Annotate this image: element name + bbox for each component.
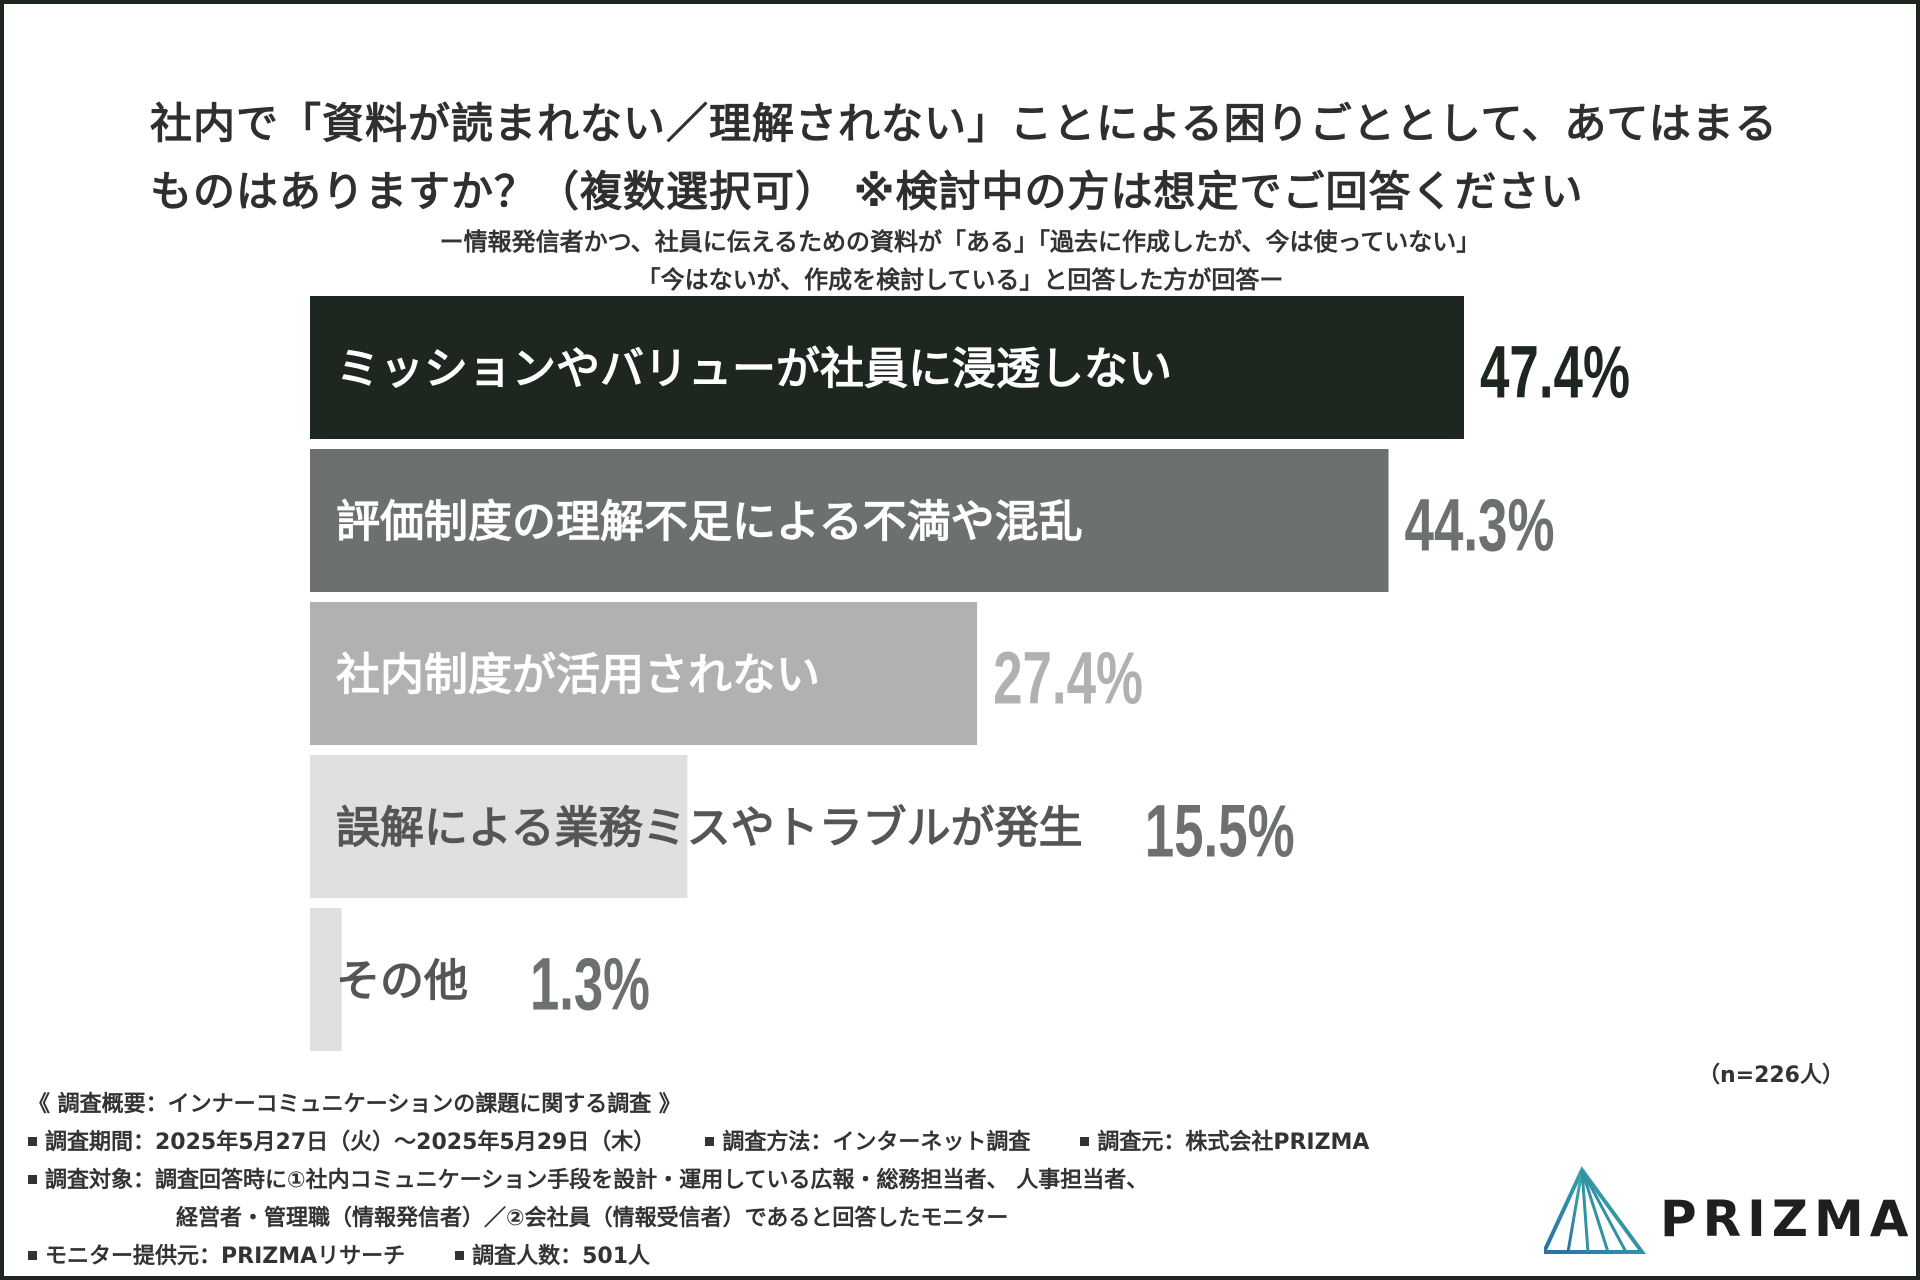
bar-value-4: 15.5% bbox=[1145, 790, 1295, 873]
bar-2 bbox=[310, 449, 1389, 592]
survey-info-row-2: 調査対象：調査回答時に①社内コミュニケーション手段を設計・運用している広報・総務… bbox=[28, 1162, 1148, 1194]
survey-info-row-4: モニター提供元：PRIZMAリサーチ 調査人数：501人 bbox=[28, 1238, 650, 1270]
survey-method: 調査方法：インターネット調査 bbox=[722, 1130, 1031, 1155]
bullet-square-icon bbox=[28, 1250, 37, 1260]
bar-value-1: 47.4% bbox=[1480, 331, 1630, 414]
bullet-square-icon bbox=[705, 1136, 715, 1146]
bar-label-2: 評価制度の理解不足による不満や混乱 bbox=[336, 497, 1083, 548]
bar-label-4: 誤解による業務ミスやトラブルが発生 bbox=[336, 803, 1083, 854]
prizma-logo-text: PRIZMA bbox=[1660, 1190, 1915, 1248]
survey-target-line-1: 調査対象：調査回答時に①社内コミュニケーション手段を設計・運用している広報・総務… bbox=[45, 1168, 1149, 1193]
bar-label-3: 社内制度が活用されない bbox=[336, 650, 820, 701]
monitor-provider: モニター提供元：PRIZMAリサーチ bbox=[45, 1244, 406, 1269]
survey-source: 調査元：株式会社PRIZMA bbox=[1097, 1130, 1370, 1155]
bar-label-1: ミッションやバリューが社員に浸透しない bbox=[336, 344, 1172, 395]
bar-value-5: 1.3% bbox=[530, 943, 650, 1026]
bar-5 bbox=[310, 908, 342, 1051]
chart-title-line-1: 社内で「資料が読まれない／理解されない」ことによる困りごととして、あてはまる bbox=[150, 99, 1778, 148]
prizma-logo-icon bbox=[1544, 1166, 1646, 1254]
respondent-count: 調査人数：501人 bbox=[472, 1244, 651, 1269]
survey-overview-title: 《 調査概要：インナーコミュニケーションの課題に関する調査 》 bbox=[28, 1092, 681, 1117]
bullet-square-icon bbox=[1080, 1136, 1090, 1146]
bar-value-2: 44.3% bbox=[1405, 484, 1555, 567]
bullet-square-icon bbox=[28, 1136, 37, 1146]
bar-4 bbox=[310, 755, 688, 898]
chart-subtitle-line-2: 「今はないが、作成を検討している」と回答した方が回答ー bbox=[636, 266, 1284, 294]
bar-value-3: 27.4% bbox=[993, 637, 1143, 720]
bullet-square-icon bbox=[455, 1250, 465, 1260]
sample-size-note: （n=226人） bbox=[1697, 1063, 1844, 1088]
survey-target-line-2: 経営者・管理職（情報発信者）／②会社員（情報受信者）であると回答したモニター bbox=[176, 1206, 1009, 1231]
survey-info-row-1: 調査期間：2025年5月27日（火）〜2025年5月29日（木） 調査方法：インタ… bbox=[28, 1124, 1369, 1156]
chart-title-line-2: ものはありますか？（複数選択可） ※検討中の方は想定でご回答ください bbox=[150, 167, 1584, 216]
bullet-square-icon bbox=[28, 1174, 37, 1184]
survey-period: 調査期間：2025年5月27日（火）〜2025年5月29日（木） bbox=[45, 1130, 656, 1155]
bar-1 bbox=[310, 296, 1464, 439]
bar-label-5: その他 bbox=[336, 956, 468, 1007]
bar-3 bbox=[310, 602, 978, 745]
chart-subtitle-line-1: ー情報発信者かつ、社員に伝えるための資料が「ある」「過去に作成したが、今は使って… bbox=[439, 228, 1481, 256]
